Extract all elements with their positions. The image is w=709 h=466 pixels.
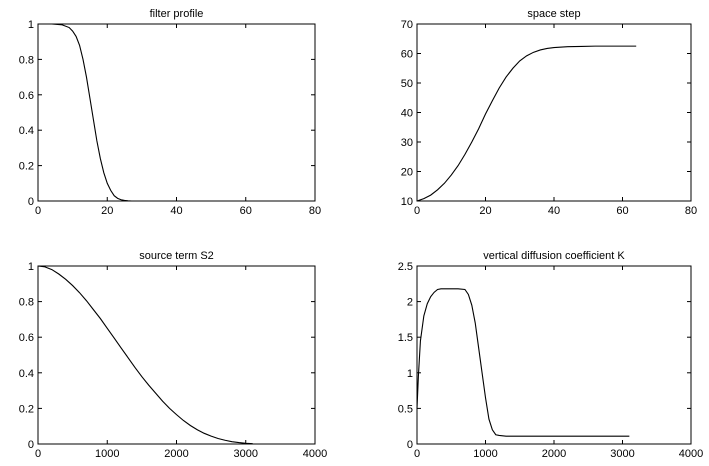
- y-tick-label: 0.8: [19, 54, 34, 66]
- series-line: [37, 265, 253, 445]
- x-tick-label: 3000: [234, 448, 258, 460]
- y-tick-label: 0.8: [19, 297, 34, 309]
- series-line: [416, 45, 637, 202]
- y-tick-label: 2.5: [398, 261, 413, 273]
- series-line: [38, 23, 135, 202]
- x-tick-label: 4000: [679, 448, 703, 460]
- y-tick-label: 1: [407, 368, 413, 380]
- chart-title: vertical diffusion coefficient K: [483, 250, 625, 262]
- y-tick-label: 0.6: [19, 90, 34, 102]
- y-tick-label: 20: [401, 167, 413, 179]
- x-tick-label: 4000: [303, 448, 327, 460]
- y-tick-label: 2: [407, 297, 413, 309]
- x-tick-label: 40: [170, 205, 182, 217]
- y-tick-label: 1: [28, 261, 34, 273]
- y-tick-label: 0: [28, 439, 34, 451]
- y-tick-label: 1: [28, 19, 34, 31]
- chart-title: space step: [527, 8, 580, 20]
- x-tick-label: 0: [414, 448, 420, 460]
- series-line: [416, 288, 630, 437]
- x-tick-label: 0: [35, 205, 41, 217]
- chart-title: filter profile: [150, 8, 204, 20]
- subplot-2: space step 0 20 40 60 80 10 20 30 40 50 60 70: [401, 8, 697, 217]
- y-tick-label: 0.4: [19, 125, 34, 137]
- subplot-3: source term S2 0 1000 2000 3000 4000 0 0.2 0.4 0.…: [19, 250, 328, 460]
- y-tick-label: 70: [401, 19, 413, 31]
- x-tick-label: 40: [548, 205, 560, 217]
- chart-title: source term S2: [139, 250, 214, 262]
- y-tick-label: 30: [401, 137, 413, 149]
- y-tick-label: 0.2: [19, 403, 34, 415]
- y-tick-label: 0.2: [19, 161, 34, 173]
- subplot-4: vertical diffusion coefficient K0 1000 200…: [398, 250, 704, 460]
- subplot-1: filter profile 0 20 40 60 80 0 0.2 0.4 0.6 0.8 1: [19, 8, 321, 217]
- x-tick-label: 0: [35, 448, 41, 460]
- x-tick-label: 80: [309, 205, 321, 217]
- x-tick-label: 1000: [473, 448, 497, 460]
- x-tick-label: 3000: [610, 448, 634, 460]
- x-tick-label: 60: [616, 205, 628, 217]
- x-tick-label: 20: [101, 205, 113, 217]
- y-tick-label: 50: [401, 78, 413, 90]
- x-tick-label: 80: [685, 205, 697, 217]
- y-tick-label: 0.6: [19, 332, 34, 344]
- y-tick-label: 0.4: [19, 368, 34, 380]
- y-tick-label: 10: [401, 196, 413, 208]
- x-tick-label: 2000: [164, 448, 188, 460]
- y-tick-label: 60: [401, 49, 413, 61]
- y-tick-label: 0.5: [398, 403, 413, 415]
- x-tick-label: 60: [240, 205, 252, 217]
- x-tick-label: 20: [479, 205, 491, 217]
- x-tick-label: 1000: [95, 448, 119, 460]
- y-tick-label: 0: [407, 439, 413, 451]
- x-tick-label: 2000: [542, 448, 566, 460]
- y-tick-label: 1.5: [398, 332, 413, 344]
- y-tick-label: 0: [28, 196, 34, 208]
- y-tick-label: 40: [401, 108, 413, 120]
- x-tick-label: 0: [414, 205, 420, 217]
